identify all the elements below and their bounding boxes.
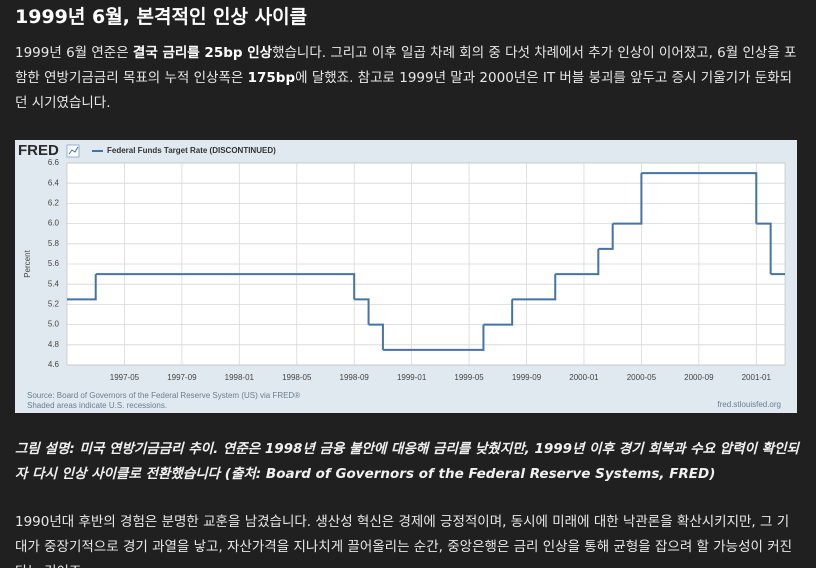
text: 1990년대 후반의 경험은 분명한 교훈을 남겼습니다. 생산성 혁신은 경제…	[15, 514, 793, 568]
bold-text: 결국 금리를 25bp 인상	[132, 45, 273, 61]
step-segment	[555, 248, 600, 276]
step-segment	[598, 223, 614, 250]
text: 했습니다. 그리고 이후 일곱 차례 회의 중 다섯 차례에서 추가 인상이 이…	[15, 45, 797, 86]
y-tick-label: 5.0	[48, 320, 60, 329]
paragraph: 1990년대 후반의 경험은 분명한 교훈을 남겼습니다. 생산성 혁신은 경제…	[15, 510, 800, 568]
note: Shaded areas indicate U.S. recessions.	[27, 401, 167, 410]
chart: FRED Percent Source: Board of Governors …	[15, 140, 797, 413]
site: fred.stlouisfed.org	[717, 400, 781, 409]
title: 1999년 6월, 본격적인 인상 사이클	[15, 6, 308, 28]
step-segment	[756, 222, 772, 275]
x-tick-label: 2000-09	[684, 373, 714, 382]
y-tick-label: 5.6	[48, 259, 60, 268]
step-segment	[354, 298, 370, 325]
y-tick-label: 5.2	[48, 300, 60, 309]
x-tick-label: 1998-05	[282, 373, 312, 382]
text: 1999년 6월 연준은	[15, 45, 133, 61]
step-segment	[382, 324, 485, 351]
step-segment	[95, 273, 356, 300]
y-tick-label: 6.4	[48, 178, 60, 187]
y-tick-label: 6.0	[48, 219, 60, 228]
plot-border	[66, 162, 786, 366]
bold-text: 175bp	[247, 70, 296, 86]
paragraph: 1999년 6월 연준은 결국 금리를 25bp 인상했습니다. 그리고 이후 …	[15, 41, 800, 116]
x-tick-label: 1997-09	[167, 373, 197, 382]
y-tick-label: 4.6	[48, 360, 60, 369]
x-tick-label: 2001-01	[742, 373, 772, 382]
logo: FRED	[18, 142, 59, 159]
y-tick-label: 6.6	[48, 158, 60, 167]
step-segment	[512, 274, 557, 301]
x-tick-label: 1998-01	[225, 373, 255, 382]
source: Source: Board of Governors of the Federa…	[27, 391, 300, 400]
x-tick-label: 2000-01	[569, 373, 599, 382]
y-tick-label: 4.8	[48, 340, 60, 349]
text: 에 달했죠. 참고로 1999년 말과 2000년은 IT 버블 붕괴를 앞두고…	[15, 70, 793, 111]
y-axis-label: Percent	[23, 249, 32, 277]
y-tick-label: 6.2	[48, 199, 60, 208]
step-segment	[368, 323, 384, 350]
x-tick-label: 2000-05	[627, 373, 657, 382]
x-tick-label: 1999-09	[512, 373, 542, 382]
logo-icon-line	[68, 146, 79, 155]
step-segment	[641, 172, 758, 224]
legend-label: Federal Funds Target Rate (DISCONTINUED)	[107, 146, 276, 155]
y-tick-label: 5.4	[48, 279, 60, 288]
step-segment	[67, 274, 97, 301]
caption: 그림 설명: 미국 연방기금금리 추이. 연준은 1998년 금융 불안에 대응…	[15, 441, 799, 482]
x-tick-label: 1998-09	[340, 373, 370, 382]
step-segment	[612, 173, 643, 225]
x-tick-label: 1997-05	[110, 373, 140, 382]
x-tick-label: 1999-05	[454, 373, 484, 382]
step-segment	[483, 299, 514, 326]
y-tick-label: 5.8	[48, 239, 60, 248]
x-tick-label: 1999-01	[397, 373, 427, 382]
